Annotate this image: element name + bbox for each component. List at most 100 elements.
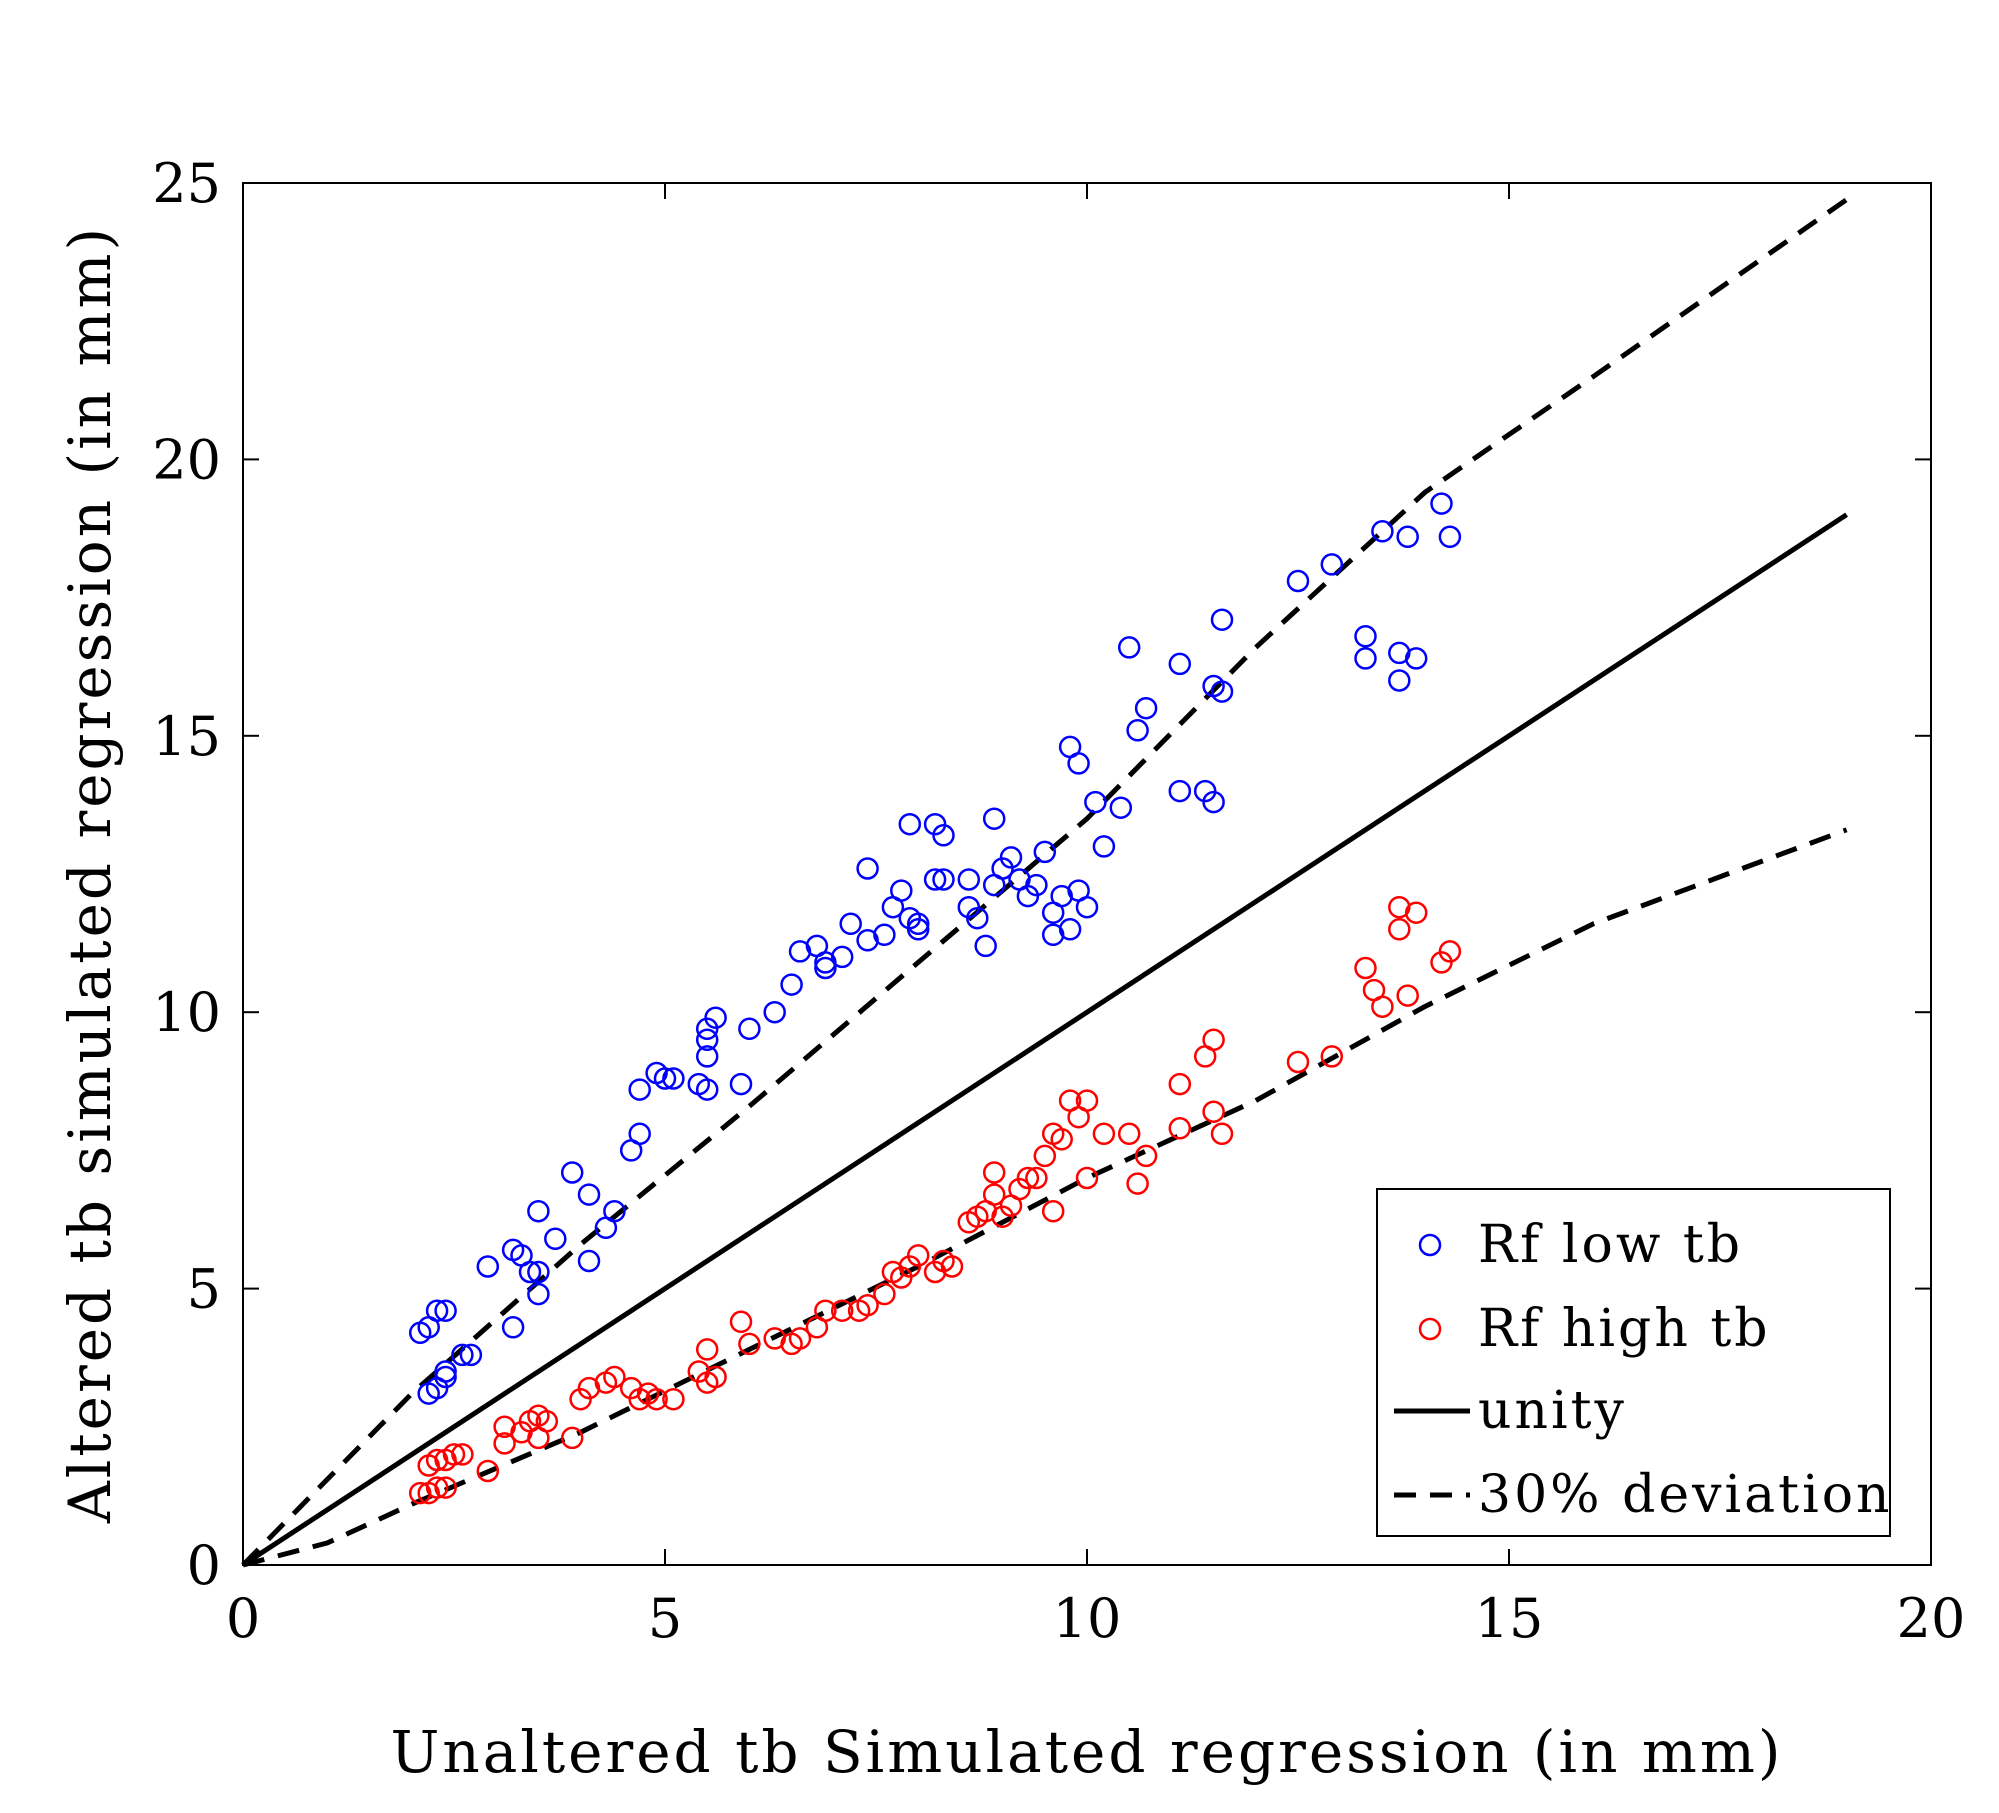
x-tick-label: 20 bbox=[1897, 1587, 1966, 1650]
y-tick-label: 20 bbox=[152, 428, 221, 491]
point-rf-high-tb bbox=[856, 1293, 879, 1317]
point-rf-low-tb bbox=[763, 1000, 786, 1024]
point-rf-low-tb bbox=[1404, 647, 1428, 670]
point-rf-low-tb bbox=[434, 1299, 457, 1322]
point-rf-low-tb bbox=[1396, 525, 1419, 549]
y-tick-label: 10 bbox=[152, 981, 221, 1044]
point-rf-low-tb bbox=[932, 868, 955, 891]
y-tick-label: 0 bbox=[187, 1534, 221, 1597]
point-rf-low-tb bbox=[1438, 525, 1462, 549]
point-rf-high-tb bbox=[1041, 1199, 1065, 1223]
point-rf-high-tb bbox=[476, 1459, 500, 1483]
point-rf-low-tb bbox=[577, 1183, 601, 1206]
point-rf-low-tb bbox=[628, 1122, 651, 1146]
point-rf-low-tb bbox=[695, 1078, 719, 1101]
point-rf-high-tb bbox=[1092, 1122, 1116, 1146]
point-rf-low-tb bbox=[839, 912, 862, 936]
legend-label-unity: unity bbox=[1478, 1381, 1627, 1441]
point-rf-high-tb bbox=[695, 1338, 719, 1361]
point-rf-low-tb bbox=[1388, 669, 1411, 692]
point-rf-high-tb bbox=[1354, 956, 1377, 980]
point-rf-low-tb bbox=[434, 1360, 457, 1383]
point-rf-high-tb bbox=[493, 1432, 516, 1455]
point-rf-low-tb bbox=[451, 1343, 474, 1367]
x-tick-label: 10 bbox=[1053, 1587, 1122, 1650]
point-rf-low-tb bbox=[1067, 752, 1090, 775]
legend: Rf low tb Rf high tb unity 30% deviation bbox=[1376, 1188, 1891, 1537]
point-rf-low-tb bbox=[898, 812, 922, 836]
point-rf-low-tb bbox=[906, 912, 930, 936]
point-rf-low-tb bbox=[780, 973, 803, 996]
point-rf-high-tb bbox=[1050, 1128, 1073, 1151]
point-rf-low-tb bbox=[1371, 520, 1394, 543]
point-rf-low-tb bbox=[974, 934, 997, 958]
point-rf-high-tb bbox=[1033, 1144, 1057, 1168]
point-rf-low-tb bbox=[1033, 840, 1057, 864]
point-rf-low-tb bbox=[1058, 918, 1082, 941]
point-rf-high-tb bbox=[535, 1410, 559, 1433]
point-rf-low-tb bbox=[932, 824, 955, 847]
point-rf-high-tb bbox=[434, 1476, 457, 1499]
legend-label-rf-high-tb: Rf high tb bbox=[1478, 1299, 1771, 1359]
point-rf-low-tb bbox=[1202, 790, 1225, 814]
point-rf-high-tb bbox=[1202, 1028, 1225, 1052]
point-rf-high-tb bbox=[1371, 995, 1394, 1018]
point-rf-low-tb bbox=[560, 1161, 584, 1184]
point-rf-high-tb bbox=[1286, 1050, 1310, 1074]
point-rf-high-tb bbox=[729, 1310, 753, 1334]
point-rf-low-tb bbox=[890, 879, 913, 902]
point-rf-low-tb bbox=[1134, 696, 1158, 720]
point-rf-high-tb bbox=[1168, 1117, 1192, 1140]
point-rf-low-tb bbox=[1354, 647, 1377, 670]
point-rf-high-tb bbox=[738, 1332, 761, 1356]
point-rf-high-tb bbox=[788, 1327, 812, 1350]
point-rf-low-tb bbox=[653, 1067, 677, 1090]
y-axis-title: Altered tb simulated regression (in mm) bbox=[56, 225, 124, 1524]
x-tick-label: 15 bbox=[1475, 1587, 1544, 1650]
point-rf-high-tb bbox=[1075, 1089, 1099, 1112]
point-rf-high-tb bbox=[1134, 1144, 1158, 1168]
point-rf-low-tb bbox=[1092, 835, 1116, 858]
series-layer bbox=[241, 197, 1849, 1568]
series-rf-low-tb bbox=[408, 492, 1462, 1405]
point-rf-low-tb bbox=[1168, 652, 1192, 676]
point-rf-low-tb bbox=[966, 906, 989, 930]
point-rf-low-tb bbox=[1320, 553, 1344, 576]
point-rf-low-tb bbox=[1430, 492, 1453, 515]
point-rf-low-tb bbox=[1117, 636, 1141, 659]
point-rf-high-tb bbox=[830, 1299, 854, 1322]
y-tick-label: 15 bbox=[152, 705, 221, 768]
point-rf-low-tb bbox=[527, 1282, 550, 1306]
point-rf-low-tb bbox=[527, 1260, 550, 1284]
x-tick-label: 5 bbox=[648, 1587, 682, 1650]
point-rf-high-tb bbox=[1126, 1172, 1149, 1195]
point-rf-low-tb bbox=[425, 1299, 449, 1322]
point-rf-high-tb bbox=[1168, 1072, 1192, 1096]
point-rf-high-tb bbox=[1075, 1166, 1099, 1190]
legend-box bbox=[1376, 1188, 1891, 1537]
point-rf-low-tb bbox=[695, 1045, 719, 1068]
point-rf-high-tb bbox=[1202, 1100, 1225, 1123]
point-rf-low-tb bbox=[527, 1199, 550, 1223]
point-rf-low-tb bbox=[1210, 680, 1234, 703]
y-tick-label: 25 bbox=[152, 152, 221, 215]
y-tick-label: 5 bbox=[187, 1258, 221, 1321]
point-rf-low-tb bbox=[1354, 625, 1377, 648]
point-rf-high-tb bbox=[442, 1443, 466, 1466]
point-rf-low-tb bbox=[906, 918, 930, 941]
point-rf-low-tb bbox=[873, 923, 896, 947]
point-rf-low-tb bbox=[814, 951, 837, 974]
point-rf-low-tb bbox=[814, 956, 837, 980]
point-rf-low-tb bbox=[603, 1199, 626, 1223]
point-rf-high-tb bbox=[1016, 1166, 1040, 1190]
legend-marker-rf-low-tb bbox=[1418, 1233, 1442, 1257]
point-rf-low-tb bbox=[1084, 790, 1107, 814]
point-rf-low-tb bbox=[856, 929, 879, 952]
point-rf-high-tb bbox=[1404, 901, 1428, 924]
point-rf-low-tb bbox=[662, 1067, 685, 1090]
point-rf-high-tb bbox=[603, 1365, 626, 1389]
point-rf-high-tb bbox=[662, 1387, 685, 1411]
point-rf-high-tb bbox=[940, 1255, 964, 1278]
point-rf-high-tb bbox=[1438, 940, 1462, 963]
